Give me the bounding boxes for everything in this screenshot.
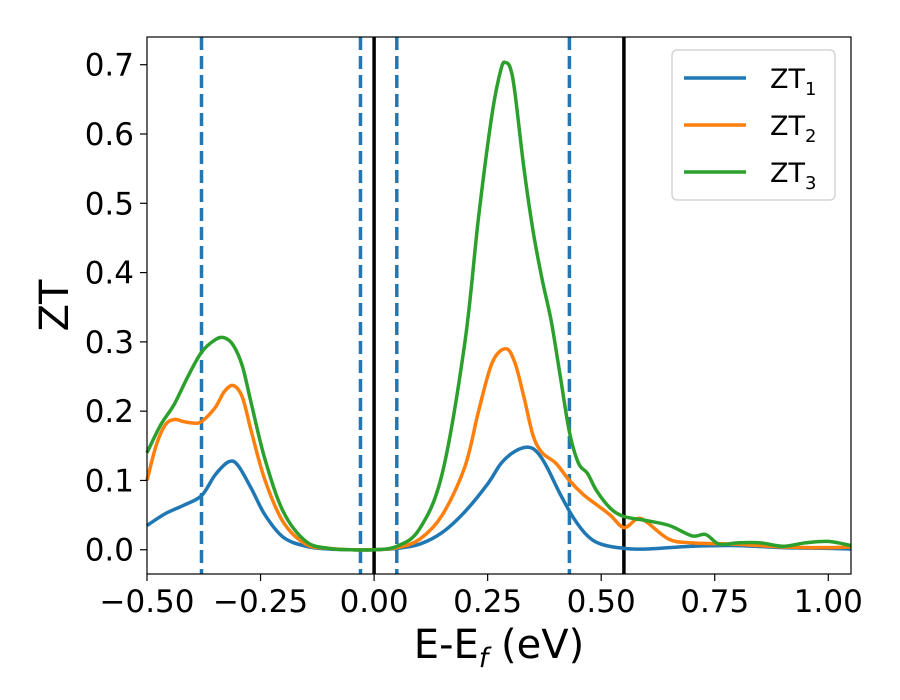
legend-label-zt2: ZT2 [770, 111, 816, 147]
y-axis-title: ZT [32, 279, 78, 331]
x-axis: −0.50 −0.25 0.00 0.25 0.50 0.75 1.00 [100, 574, 863, 620]
x-tick-label: −0.50 [100, 584, 195, 620]
x-axis-title: E-Ef (eV) [414, 622, 584, 674]
y-tick-label: 0.1 [85, 463, 134, 499]
y-axis: 0.0 0.1 0.2 0.3 0.4 0.5 0.6 0.7 [85, 48, 147, 569]
y-tick-label: 0.7 [85, 48, 134, 84]
y-tick-label: 0.4 [85, 256, 134, 292]
y-tick-label: 0.2 [85, 394, 134, 430]
y-tick-label: 0.0 [85, 533, 134, 569]
series-line-zt1 [146, 445, 852, 552]
series-line-zt3 [145, 60, 852, 552]
x-tick-label: 0.50 [567, 584, 636, 620]
y-tick-label: 0.3 [85, 325, 134, 361]
x-tick-label: 0.75 [680, 584, 749, 620]
legend-label-zt1: ZT1 [770, 64, 816, 100]
reference-lines [199, 37, 626, 574]
x-tick-label: −0.25 [213, 584, 308, 620]
y-tick-label: 0.6 [85, 117, 134, 153]
legend-label-zt3: ZT3 [770, 158, 816, 194]
x-tick-label: 0.25 [453, 584, 522, 620]
x-tick-label: 1.00 [794, 584, 863, 620]
legend: ZT1 ZT2 ZT3 [671, 49, 836, 201]
y-tick-label: 0.5 [85, 186, 134, 222]
plot-frame [146, 36, 852, 575]
x-tick-label: 0.00 [340, 584, 409, 620]
series-lines [145, 60, 852, 552]
series-line-zt2 [145, 347, 852, 552]
legend-box [671, 49, 836, 201]
